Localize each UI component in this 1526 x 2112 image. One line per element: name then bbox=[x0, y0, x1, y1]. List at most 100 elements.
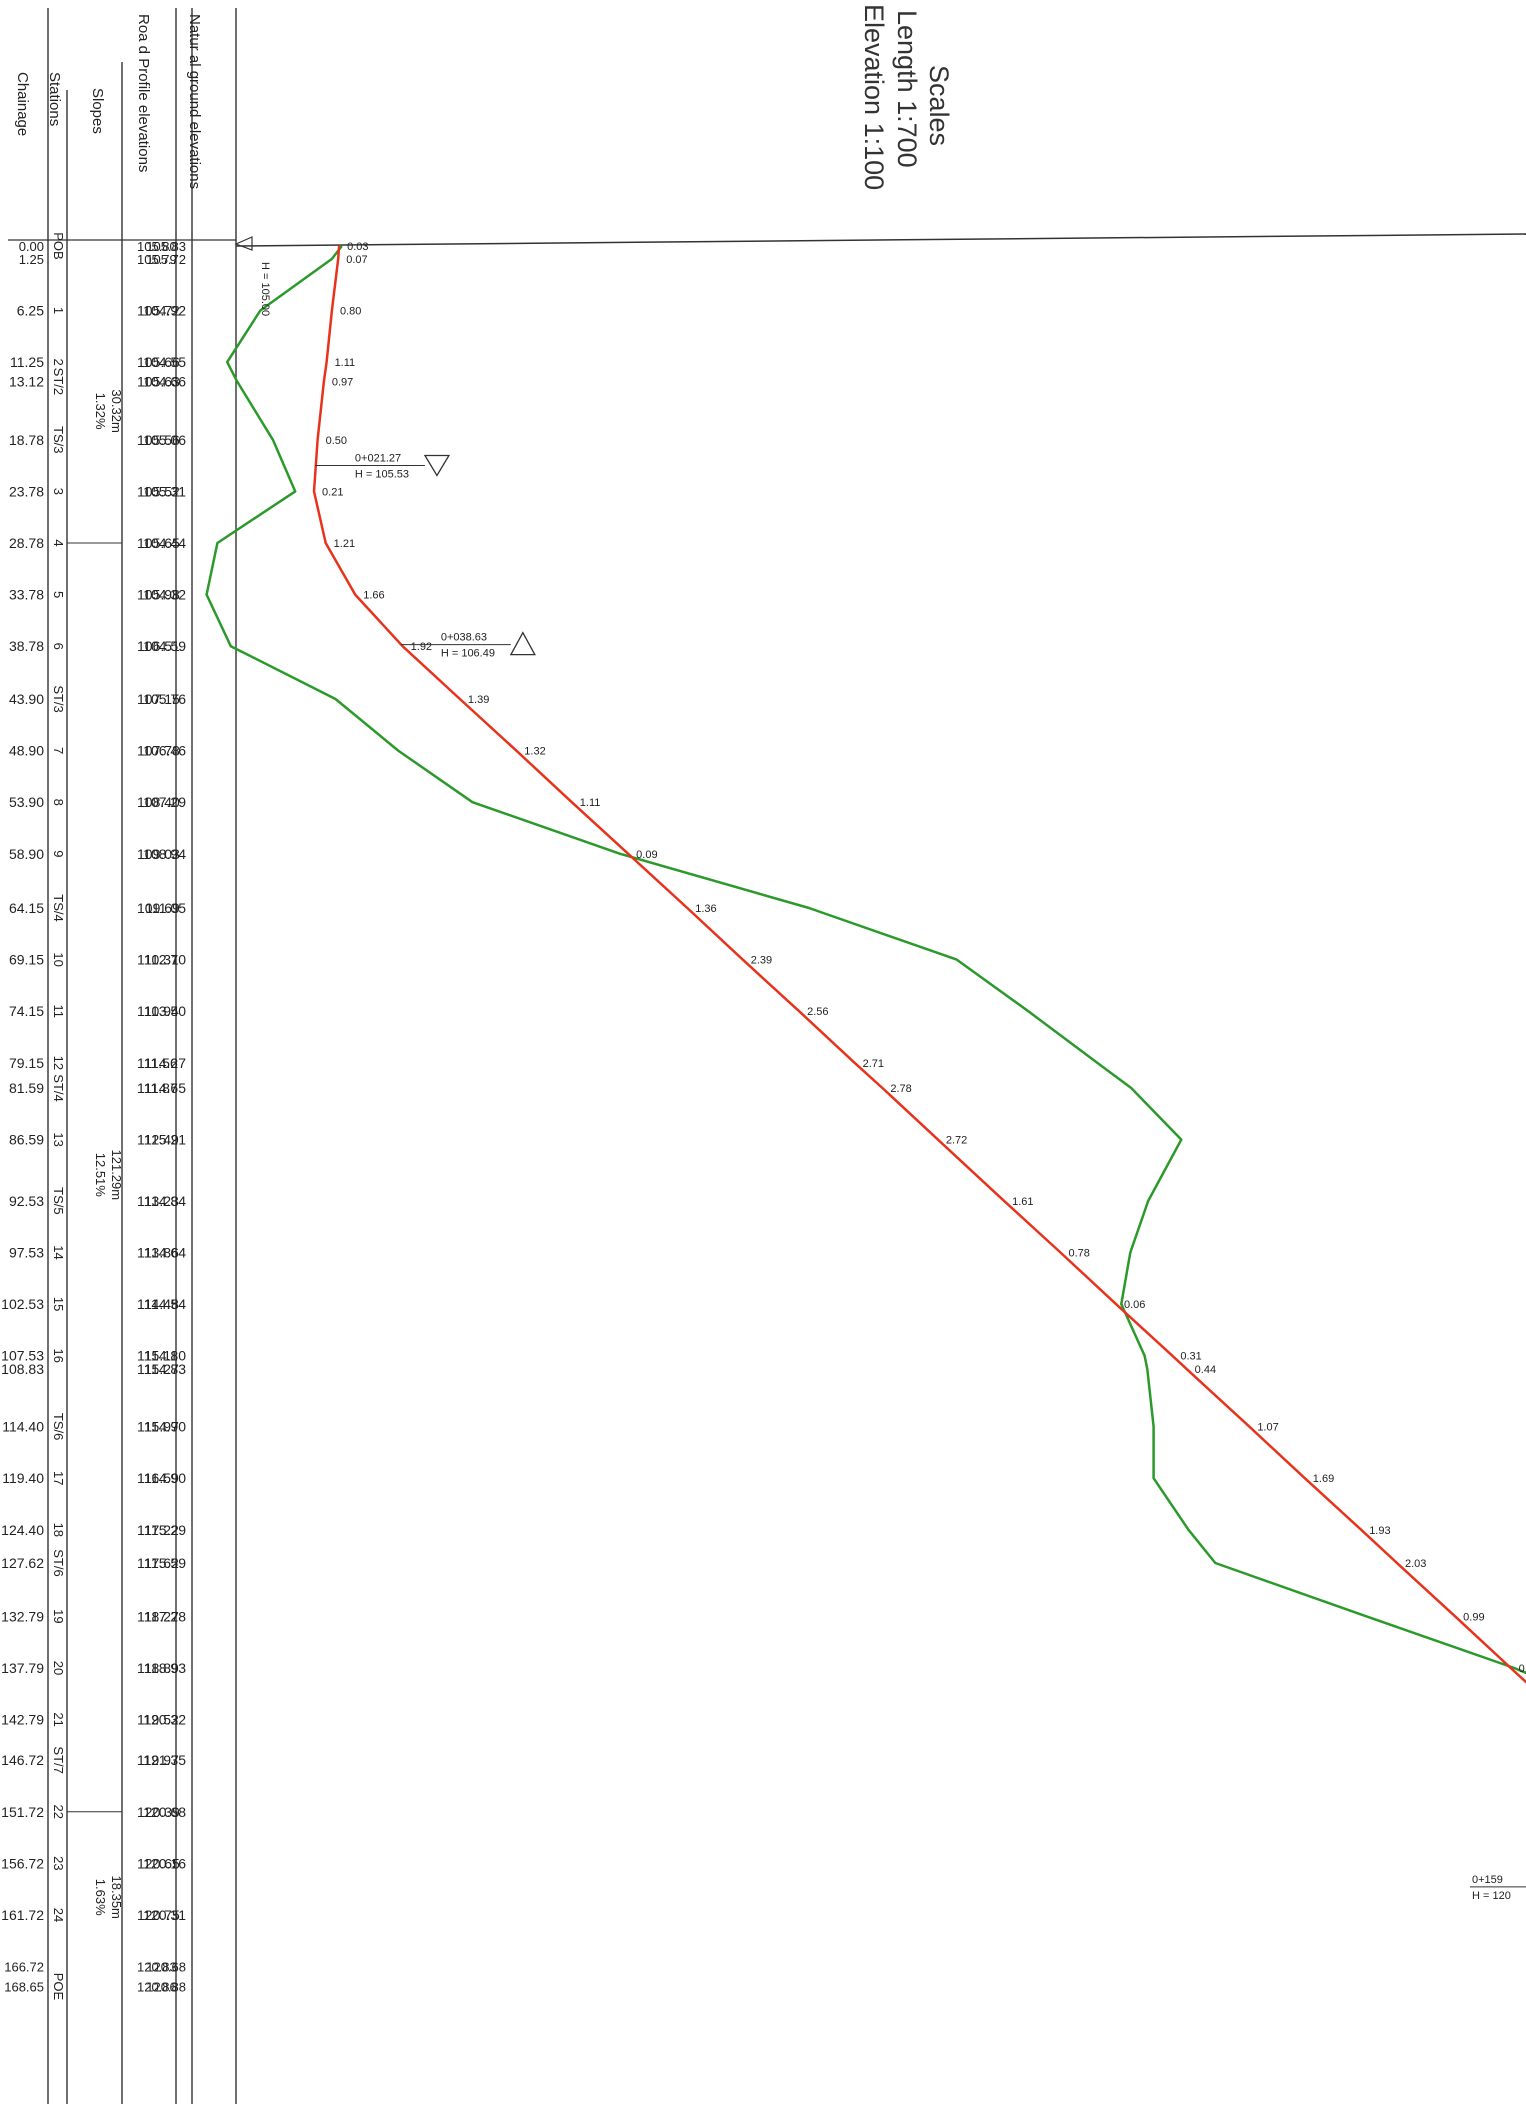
station-label: 6 bbox=[51, 643, 66, 650]
station-label: 4 bbox=[51, 539, 66, 546]
chainage-value: 168.65 bbox=[4, 1979, 44, 1994]
difference-label: 1.11 bbox=[580, 797, 601, 809]
ground-elevation-value: 114.90 bbox=[144, 1419, 186, 1435]
header-road-elevations: Roa d Profile elevations bbox=[135, 14, 152, 173]
road-elevation-value: 119.52 bbox=[137, 1712, 179, 1728]
difference-label: 2.71 bbox=[863, 1058, 884, 1070]
chainage-value: 161.72 bbox=[1, 1907, 44, 1923]
chainage-value: 92.53 bbox=[9, 1193, 44, 1209]
station-label: 2 bbox=[51, 358, 66, 365]
station-label: 22 bbox=[51, 1805, 66, 1819]
chainage-value: 97.53 bbox=[9, 1245, 44, 1261]
station-label: TS/5 bbox=[51, 1187, 66, 1214]
ground-elevation-value: 120.88 bbox=[146, 1979, 186, 1994]
station-label: 1 bbox=[51, 307, 66, 314]
difference-label: 1.69 bbox=[1313, 1473, 1334, 1485]
station-label: 24 bbox=[51, 1908, 66, 1922]
difference-label: 0.78 bbox=[1068, 1248, 1089, 1260]
station-label: 3 bbox=[51, 488, 66, 495]
road-elevation-value: 105.80 bbox=[137, 239, 177, 254]
chainage-value: 156.72 bbox=[1, 1855, 44, 1871]
ground-elevation-value: 114.64 bbox=[144, 1245, 186, 1261]
station-label: ST/6 bbox=[51, 1549, 66, 1576]
vertical-point-marker bbox=[423, 454, 451, 477]
chainage-value: 33.78 bbox=[9, 587, 44, 603]
chainage-value: 146.72 bbox=[1, 1752, 44, 1768]
chainage-value: 166.72 bbox=[4, 1960, 44, 1975]
chainage-value: 124.40 bbox=[1, 1522, 44, 1538]
station-label: 14 bbox=[51, 1245, 66, 1259]
difference-label: 0.99 bbox=[1463, 1611, 1484, 1623]
ground-elevation-value: 114.80 bbox=[144, 1348, 186, 1364]
station-label: TS/4 bbox=[51, 894, 66, 921]
station-label: 23 bbox=[51, 1856, 66, 1870]
datum-marker bbox=[234, 236, 253, 251]
slope-grade: 12.51% bbox=[93, 1153, 108, 1198]
difference-label: 1.36 bbox=[695, 903, 716, 915]
road-elevation-value: 113.23 bbox=[137, 1193, 179, 1209]
chainage-value: 23.78 bbox=[9, 483, 44, 499]
start-level-label: H = 105.00 bbox=[259, 262, 271, 316]
road-elevation-value: 110.31 bbox=[137, 952, 179, 968]
scales-length: Length 1:700 bbox=[892, 10, 922, 168]
chainage-value: 48.90 bbox=[9, 743, 44, 759]
header-slopes: Slopes bbox=[89, 88, 106, 134]
station-label: 19 bbox=[51, 1609, 66, 1623]
vertical-point-elevation: H = 106.49 bbox=[441, 648, 495, 660]
road-elevation-value: 120.86 bbox=[137, 1979, 177, 1994]
ground-elevation-value: 113.50 bbox=[144, 1003, 186, 1019]
chainage-value: 74.15 bbox=[9, 1003, 44, 1019]
chainage-value: 64.15 bbox=[9, 900, 44, 916]
road-elevation-value: 120.83 bbox=[137, 1960, 177, 1975]
difference-label: 0.21 bbox=[322, 486, 343, 498]
station-label: 9 bbox=[51, 850, 66, 857]
road-elevation-value: 105.66 bbox=[137, 354, 180, 370]
ground-elevation-value: 120.31 bbox=[143, 1907, 186, 1923]
chainage-value: 53.90 bbox=[9, 794, 44, 810]
chainage-value: 0.00 bbox=[19, 239, 44, 254]
ground-elevation-value: 115.59 bbox=[144, 1555, 186, 1571]
chainage-value: 142.79 bbox=[1, 1712, 44, 1728]
road-elevation-value: 106.51 bbox=[137, 638, 180, 654]
ground-elevation-value: 114.27 bbox=[144, 1055, 186, 1071]
station-label: 7 bbox=[51, 747, 66, 754]
chainage-value: 38.78 bbox=[9, 638, 44, 654]
road-elevation-value: 119.97 bbox=[137, 1752, 179, 1768]
header-stations: Stations bbox=[46, 72, 63, 127]
scales-title: Scales bbox=[924, 65, 954, 147]
station-label: 5 bbox=[51, 591, 66, 598]
road-elevation-value: 105.65 bbox=[137, 535, 180, 551]
difference-label: 1.92 bbox=[411, 641, 432, 653]
road-elevation-value: 111.87 bbox=[137, 1080, 178, 1096]
difference-label: 1.07 bbox=[1257, 1422, 1278, 1434]
road-elevation-value: 112.49 bbox=[137, 1132, 179, 1148]
station-label: 17 bbox=[51, 1471, 66, 1485]
chainage-value: 114.40 bbox=[2, 1419, 44, 1435]
datum-line bbox=[235, 233, 1526, 247]
difference-label: 2.39 bbox=[751, 955, 772, 967]
difference-label: 0.31 bbox=[1180, 1351, 1201, 1363]
station-label: POE bbox=[51, 1973, 66, 2001]
road-elevation-value: 105.79 bbox=[137, 252, 177, 267]
ground-elevation-value: 120.68 bbox=[143, 1804, 186, 1820]
road-elevation-value: 108.40 bbox=[137, 794, 180, 810]
difference-label: 1.66 bbox=[363, 590, 384, 602]
station-label: 11 bbox=[51, 1004, 66, 1018]
ground-elevation-value: 120.32 bbox=[143, 1712, 186, 1728]
ground-elevation-value: 105.06 bbox=[143, 432, 186, 448]
road-elevation-value: 120.75 bbox=[137, 1907, 180, 1923]
road-elevation-value: 120.39 bbox=[137, 1804, 180, 1820]
ground-elevation-value: 106.46 bbox=[143, 743, 186, 759]
road-elevation-value: 105.56 bbox=[137, 432, 180, 448]
road-profile-line bbox=[312, 245, 1526, 1684]
road-elevation-value: 114.48 bbox=[137, 1296, 179, 1312]
ground-elevation-value: 114.54 bbox=[144, 1296, 186, 1312]
difference-label: 0.07 bbox=[346, 254, 367, 266]
chainage-value: 69.15 bbox=[9, 952, 44, 968]
difference-label: 2.78 bbox=[890, 1083, 911, 1095]
road-elevation-value: 109.69 bbox=[137, 900, 180, 916]
ground-elevation-value: 114.65 bbox=[144, 1080, 186, 1096]
chainage-value: 43.90 bbox=[9, 691, 44, 707]
